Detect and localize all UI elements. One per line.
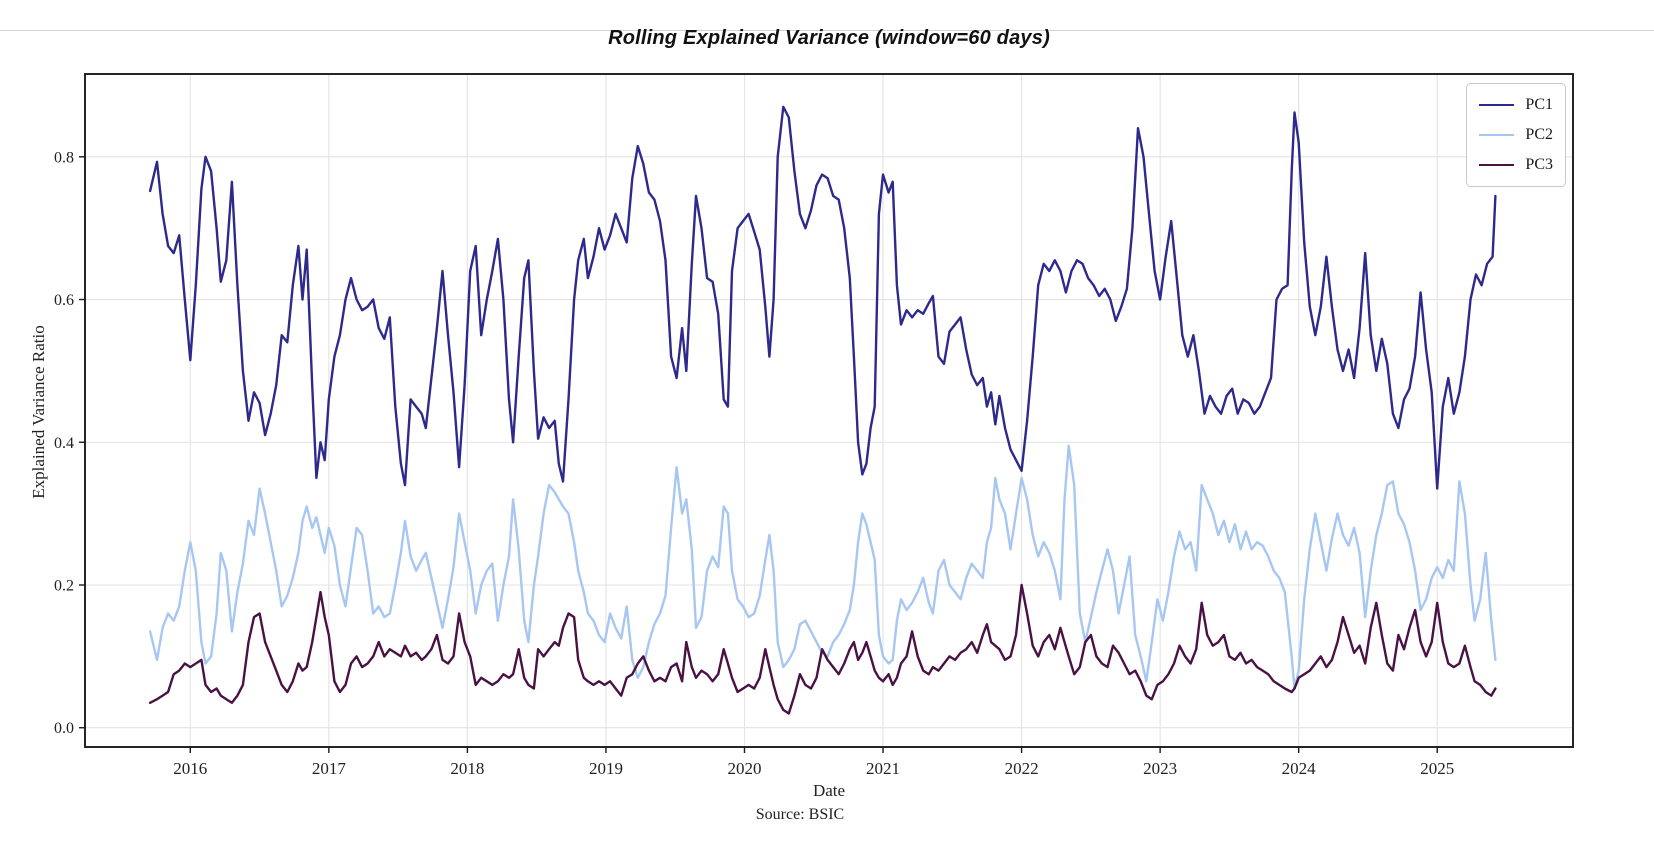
series-line-pc3 xyxy=(148,583,1497,715)
x-tick-label-2021: 2021 xyxy=(866,759,900,778)
legend-swatch-pc1 xyxy=(1479,104,1515,106)
x-tick-label-2020: 2020 xyxy=(727,759,761,778)
x-tick-label-2025: 2025 xyxy=(1420,759,1454,778)
series-line-pc1 xyxy=(148,105,1497,490)
legend-label-pc2: PC2 xyxy=(1525,126,1553,143)
top-divider xyxy=(0,30,1654,31)
chart-title: Rolling Explained Variance (window=60 da… xyxy=(608,27,1050,49)
source-note: Source: BSIC xyxy=(755,806,845,823)
x-axis-title: Date xyxy=(812,781,846,800)
legend-item-pc3: PC3 xyxy=(1479,150,1553,180)
x-tick-label-2022: 2022 xyxy=(1005,759,1039,778)
x-tick-label-2016: 2016 xyxy=(173,759,207,778)
x-tick-label-2018: 2018 xyxy=(450,759,484,778)
x-tick-label-2023: 2023 xyxy=(1143,759,1177,778)
legend-swatch-pc3 xyxy=(1479,164,1515,166)
y-tick-label-0.2: 0.2 xyxy=(54,577,74,594)
legend-item-pc1: PC1 xyxy=(1479,90,1553,120)
x-tick-label-2024: 2024 xyxy=(1282,759,1317,778)
legend-label-pc1: PC1 xyxy=(1525,96,1553,113)
legend: PC1 PC2 PC3 xyxy=(1466,83,1566,187)
y-tick-label-0.8: 0.8 xyxy=(54,149,74,166)
y-tick-label-0.4: 0.4 xyxy=(54,435,74,452)
plot-border xyxy=(84,73,1574,748)
y-tick-label-0.6: 0.6 xyxy=(54,292,74,309)
legend-item-pc2: PC2 xyxy=(1479,120,1553,150)
legend-label-pc3: PC3 xyxy=(1525,156,1553,173)
x-tick-label-2017: 2017 xyxy=(312,759,347,778)
x-tick-label-2019: 2019 xyxy=(589,759,623,778)
legend-swatch-pc2 xyxy=(1479,134,1515,136)
y-tick-label-0.0: 0.0 xyxy=(54,720,74,737)
